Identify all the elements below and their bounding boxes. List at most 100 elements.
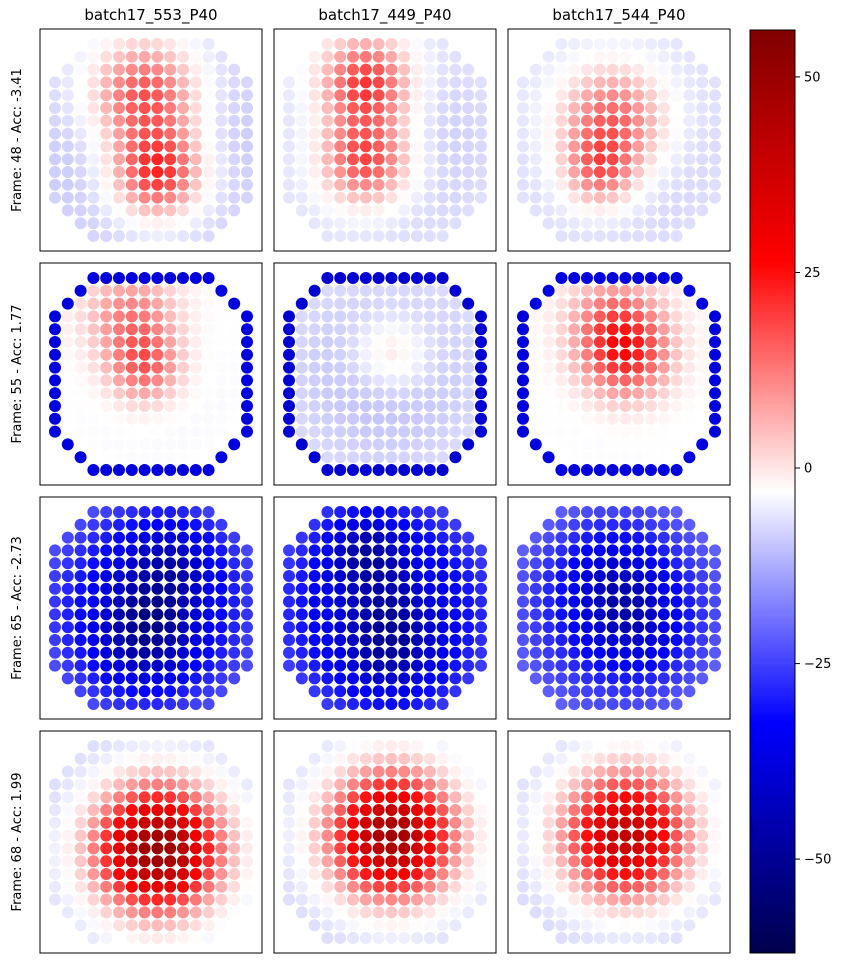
pixel-dot xyxy=(321,191,334,204)
pixel-dot xyxy=(517,855,529,868)
pixel-dot xyxy=(709,425,721,438)
pixel-dot xyxy=(100,570,113,582)
pixel-dot xyxy=(696,672,709,685)
pixel-dot xyxy=(619,685,632,698)
pixel-dot xyxy=(372,387,385,400)
pixel-dot xyxy=(308,634,321,646)
pixel-dot xyxy=(283,570,295,582)
pixel-dot xyxy=(228,204,241,217)
pixel-dot xyxy=(619,230,632,242)
pixel-dot xyxy=(295,361,308,374)
pixel-dot xyxy=(411,518,423,531)
pixel-dot xyxy=(138,634,151,646)
pixel-dot xyxy=(436,740,449,752)
pixel-dot xyxy=(151,595,164,608)
pixel-dot xyxy=(61,348,74,361)
pixel-dot xyxy=(657,451,670,464)
pixel-dot xyxy=(372,778,385,791)
pixel-dot xyxy=(632,230,645,242)
pixel-dot xyxy=(228,348,241,361)
pixel-dot xyxy=(398,204,411,217)
pixel-dot xyxy=(164,438,177,451)
pixel-dot xyxy=(436,698,449,710)
pixel-dot xyxy=(87,634,100,646)
pixel-dot xyxy=(683,153,696,166)
pixel-dot xyxy=(241,323,253,336)
pixel-dot xyxy=(593,816,606,829)
pixel-dot xyxy=(321,634,334,646)
pixel-dot xyxy=(449,634,462,646)
pixel-dot xyxy=(241,659,253,672)
pixel-dot xyxy=(177,284,189,297)
pixel-dot xyxy=(619,204,632,217)
pixel-dot xyxy=(436,50,449,63)
pixel-dot xyxy=(683,608,696,621)
pixel-dot xyxy=(475,425,487,438)
pixel-dot xyxy=(321,230,334,242)
pixel-dot xyxy=(334,114,347,127)
pixel-dot xyxy=(283,646,295,659)
pixel-dot xyxy=(228,778,241,791)
pixel-dot xyxy=(100,400,113,412)
pixel-dot xyxy=(581,791,593,804)
pixel-dot xyxy=(696,191,709,204)
pixel-dot xyxy=(398,102,411,114)
pixel-dot xyxy=(164,570,177,582)
pixel-dot xyxy=(411,191,423,204)
pixel-dot xyxy=(283,868,295,880)
pixel-dot xyxy=(74,438,87,451)
pixel-dot xyxy=(462,178,475,191)
pixel-dot xyxy=(709,855,721,868)
pixel-dot xyxy=(475,595,487,608)
pixel-dot xyxy=(555,204,568,217)
pixel-dot xyxy=(202,178,215,191)
pixel-dot xyxy=(529,842,542,855)
pixel-dot xyxy=(568,114,581,127)
pixel-dot xyxy=(74,387,87,400)
pixel-dot xyxy=(619,906,632,919)
pixel-dot xyxy=(593,89,606,102)
pixel-dot xyxy=(125,412,138,425)
pixel-dot xyxy=(606,698,619,710)
pixel-dot xyxy=(517,191,529,204)
pixel-dot xyxy=(321,778,334,791)
pixel-dot xyxy=(411,752,423,765)
pixel-dot xyxy=(568,204,581,217)
pixel-dot xyxy=(177,506,189,518)
pixel-dot xyxy=(372,153,385,166)
pixel-dot xyxy=(113,752,125,765)
pixel-dot xyxy=(189,50,202,63)
pixel-dot xyxy=(670,829,683,842)
pixel-dot xyxy=(411,919,423,932)
pixel-dot xyxy=(295,166,308,178)
pixel-dot xyxy=(113,582,125,595)
pixel-dot xyxy=(398,778,411,791)
pixel-dot xyxy=(449,646,462,659)
pixel-dot xyxy=(125,89,138,102)
pixel-dot xyxy=(189,765,202,778)
pixel-dot xyxy=(657,387,670,400)
pixel-dot xyxy=(87,659,100,672)
pixel-dot xyxy=(619,544,632,557)
panel-r4-c1 xyxy=(39,730,263,954)
pixel-dot xyxy=(202,752,215,765)
pixel-dot xyxy=(125,646,138,659)
pixel-dot xyxy=(593,310,606,323)
pixel-dot xyxy=(359,855,372,868)
pixel-dot xyxy=(74,829,87,842)
pixel-dot xyxy=(334,425,347,438)
pixel-dot xyxy=(74,323,87,336)
pixel-dot xyxy=(411,374,423,387)
pixel-dot xyxy=(462,191,475,204)
pixel-dot xyxy=(398,336,411,348)
pixel-dot xyxy=(670,595,683,608)
pixel-dot xyxy=(113,816,125,829)
pixel-dot xyxy=(215,204,228,217)
pixel-dot xyxy=(295,374,308,387)
pixel-dot xyxy=(125,740,138,752)
pixel-dot xyxy=(164,336,177,348)
pixel-dot xyxy=(462,791,475,804)
pixel-dot xyxy=(202,204,215,217)
pixel-dot xyxy=(670,140,683,153)
pixel-dot xyxy=(398,752,411,765)
